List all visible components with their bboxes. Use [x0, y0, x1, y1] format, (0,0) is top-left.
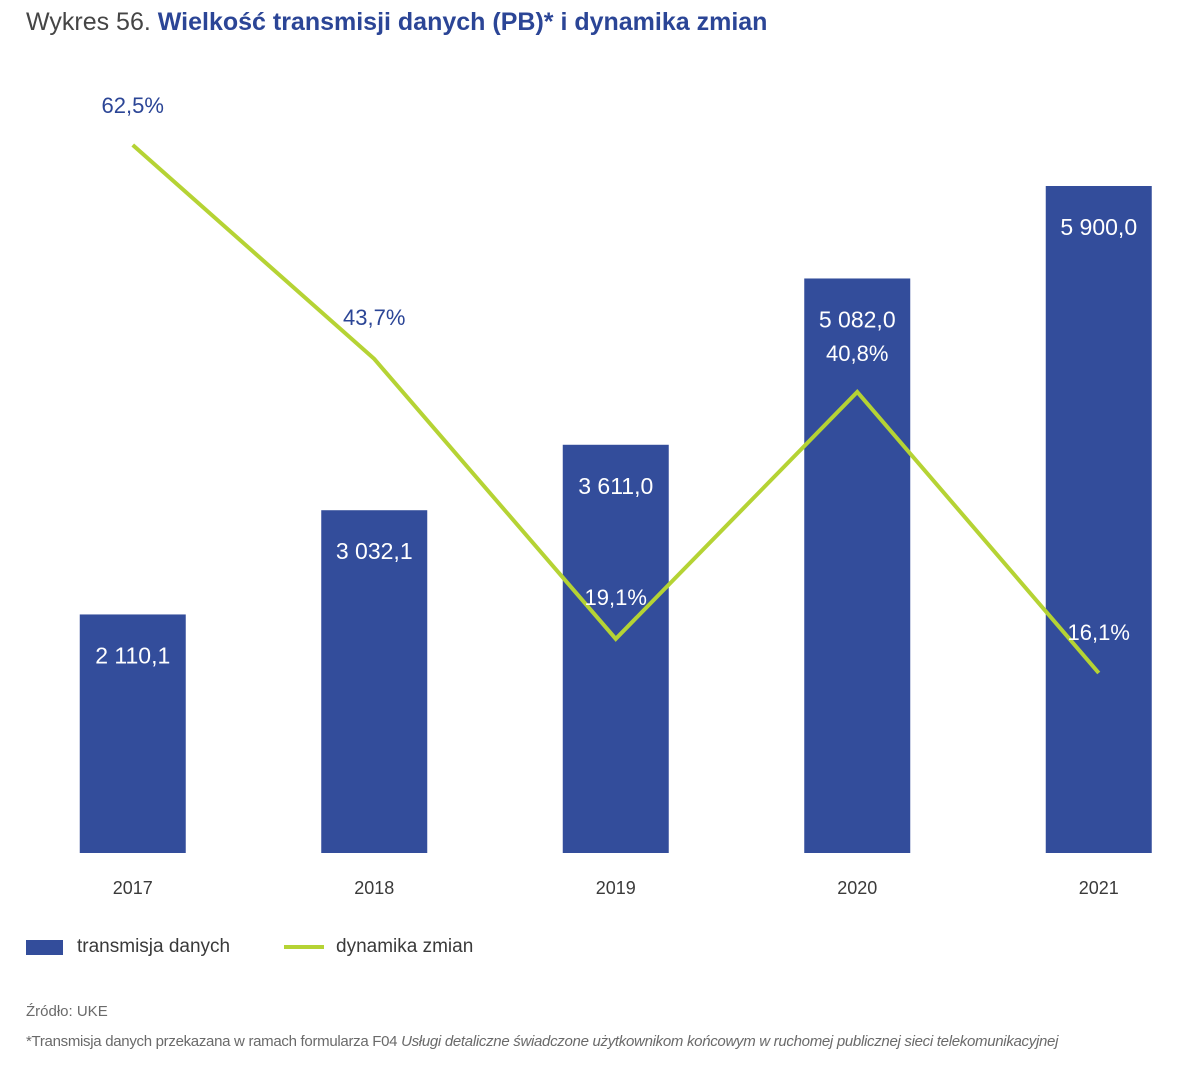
x-tick-2017: 2017: [113, 878, 153, 898]
bar-label-2017: 2 110,1: [95, 642, 170, 668]
chart-title-prefix: Wykres 56.: [26, 8, 151, 36]
legend-line-swatch: [284, 945, 324, 949]
chart-title: Wykres 56. Wielkość transmisji danych (P…: [26, 8, 767, 37]
line-label-2021: 16,1%: [1068, 620, 1130, 645]
chart-area: 2017 2018 2019 2020 2021 2 110,1 3 032,1 3 611,…: [79, 93, 1152, 898]
line-label-2017: 62,5%: [102, 93, 164, 118]
legend-line-label: dynamika zmian: [336, 936, 474, 957]
x-tick-2019: 2019: [596, 878, 636, 898]
footnote: *Transmisja danych przekazana w ramach f…: [26, 1033, 1058, 1050]
bar-2017: [79, 614, 186, 853]
line-label-2018: 43,7%: [343, 305, 405, 330]
x-tick-2018: 2018: [354, 878, 394, 898]
bar-label-2018: 3 032,1: [336, 538, 413, 564]
x-tick-2020: 2020: [837, 878, 877, 898]
bar-2021: [1045, 186, 1152, 853]
bar-label-2019: 3 611,0: [578, 473, 653, 499]
bar-label-2021: 5 900,0: [1060, 214, 1137, 240]
legend-item-line: dynamika zmian: [284, 936, 473, 958]
footnote-italic: Usługi detaliczne świadczone użytkowniko…: [401, 1033, 1059, 1050]
bar-2020: [804, 278, 911, 853]
legend-bar-label: transmisja danych: [77, 936, 231, 957]
bar-2019: [562, 444, 669, 853]
line-label-2019: 19,1%: [585, 585, 647, 610]
bar-label-2020: 5 082,0: [819, 306, 896, 332]
source-note: Źródło: UKE: [26, 1003, 108, 1020]
legend-item-bars: transmisja danych: [26, 936, 230, 958]
footnote-prefix: *Transmisja danych przekazana w ramach f…: [26, 1033, 402, 1050]
chart-title-main: Wielkość transmisji danych (PB)* i dynam…: [157, 8, 768, 36]
legend-bar-swatch: [26, 939, 63, 955]
x-tick-2021: 2021: [1079, 878, 1119, 898]
bar-2018: [321, 510, 428, 853]
line-label-2020: 40,8%: [826, 341, 888, 366]
